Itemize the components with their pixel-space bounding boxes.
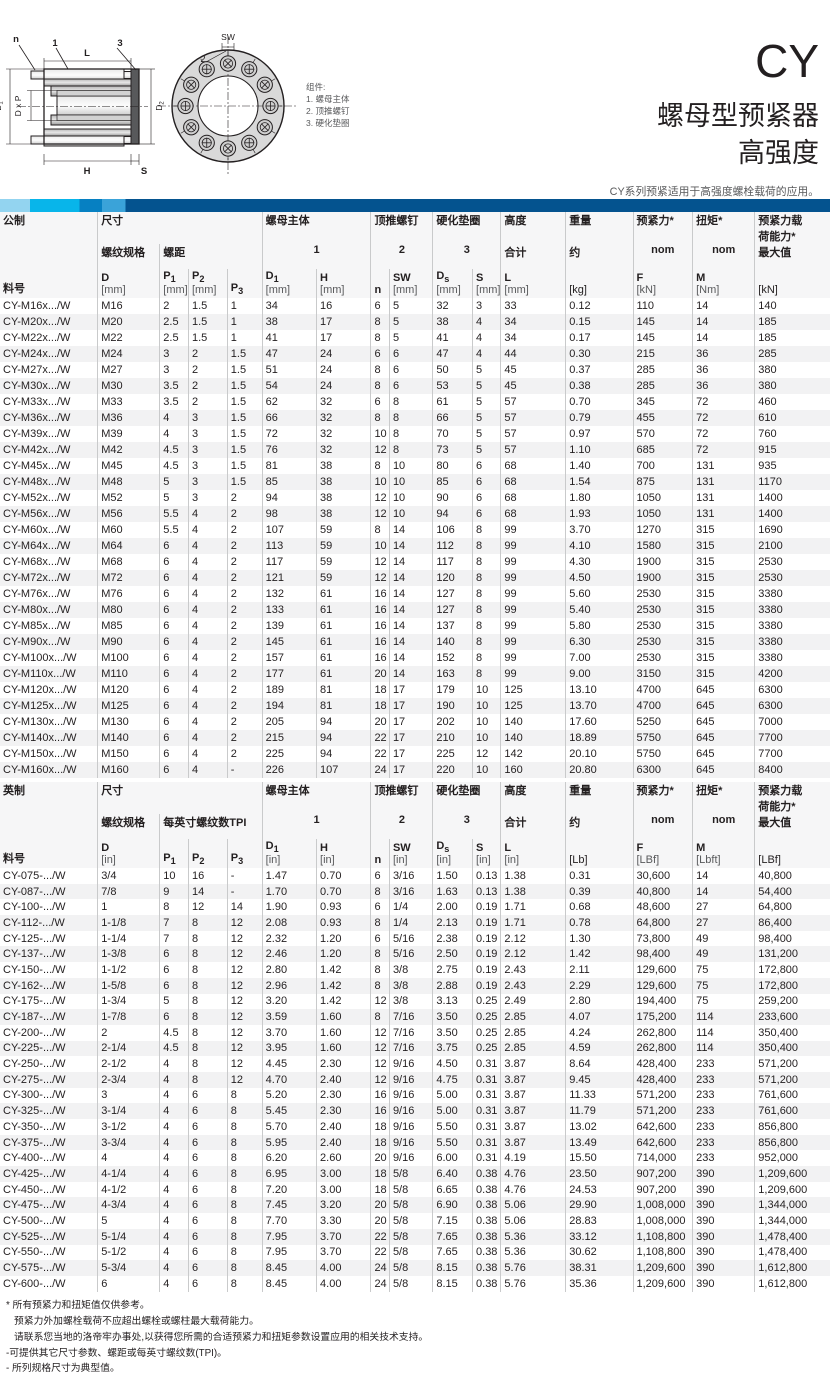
svg-text:3: 3 xyxy=(117,38,122,49)
svg-text:1: 1 xyxy=(52,38,58,49)
svg-text:D1: D1 xyxy=(0,101,5,111)
svg-text:H: H xyxy=(84,166,91,177)
svg-text:D2: D2 xyxy=(154,101,166,111)
svg-text:3. 硬化垫圈: 3. 硬化垫圈 xyxy=(306,118,349,128)
svg-text:1. 螺母主体: 1. 螺母主体 xyxy=(306,94,350,104)
svg-text:n: n xyxy=(13,34,19,45)
svg-text:组件:: 组件: xyxy=(306,82,325,92)
svg-text:D x P: D x P xyxy=(13,95,23,116)
svg-text:S: S xyxy=(141,166,147,177)
svg-text:L: L xyxy=(84,48,90,59)
svg-text:2. 顶推螺钉: 2. 顶推螺钉 xyxy=(306,106,350,116)
svg-text:2: 2 xyxy=(200,54,205,64)
svg-text:SW: SW xyxy=(221,32,235,42)
